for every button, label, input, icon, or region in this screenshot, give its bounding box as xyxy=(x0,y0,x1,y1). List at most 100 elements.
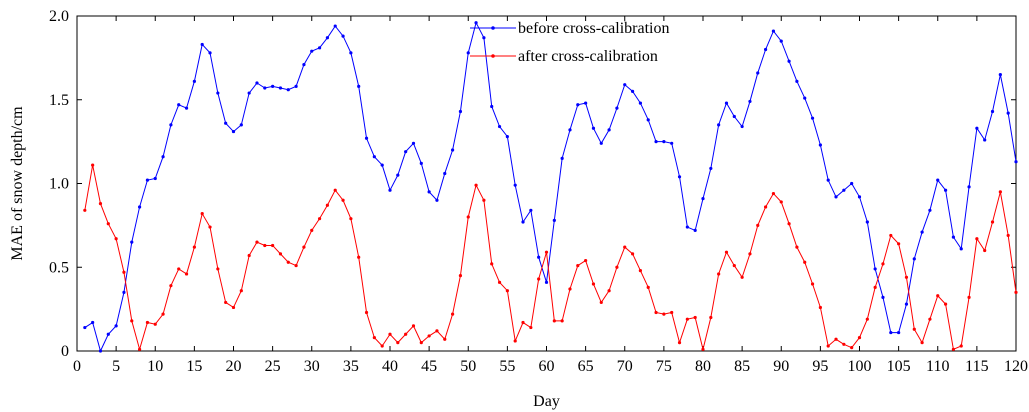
data-point xyxy=(818,143,822,147)
data-point xyxy=(184,106,189,110)
x-tick-label: 95 xyxy=(812,358,828,375)
data-point xyxy=(231,129,236,134)
y-tick-label: 0 xyxy=(61,343,69,360)
data-point xyxy=(310,49,314,53)
data-point xyxy=(411,324,416,328)
data-point xyxy=(122,270,126,274)
data-point xyxy=(904,275,909,279)
data-point xyxy=(709,166,713,171)
data-point xyxy=(936,294,940,298)
data-point xyxy=(458,109,463,114)
data-point xyxy=(552,218,556,222)
data-point xyxy=(122,290,126,294)
data-point xyxy=(873,267,877,271)
x-tick-label: 100 xyxy=(848,358,872,375)
legend-label: before cross-calibration xyxy=(518,20,669,37)
data-point xyxy=(106,332,110,336)
data-point xyxy=(912,257,916,261)
data-point xyxy=(591,282,596,286)
data-point xyxy=(294,84,298,88)
data-point xyxy=(372,336,376,340)
x-tick-label: 40 xyxy=(382,358,398,375)
data-point xyxy=(341,198,345,202)
data-point xyxy=(153,322,157,326)
data-point xyxy=(192,245,196,249)
legend-label: after cross-calibration xyxy=(518,48,658,65)
data-point xyxy=(271,84,275,88)
data-point xyxy=(200,42,204,47)
data-point xyxy=(912,327,916,331)
data-point xyxy=(435,329,439,333)
data-point xyxy=(474,183,478,187)
data-point xyxy=(881,295,885,299)
x-tick-label: 115 xyxy=(965,358,988,375)
data-point xyxy=(724,101,729,105)
x-tick-label: 5 xyxy=(112,358,120,375)
data-point xyxy=(850,181,854,186)
data-point xyxy=(325,36,329,40)
data-point xyxy=(114,324,118,328)
data-point xyxy=(333,24,337,28)
x-tick-label: 45 xyxy=(421,358,437,375)
data-point xyxy=(482,36,486,40)
data-point xyxy=(333,188,337,192)
data-point xyxy=(411,141,416,145)
data-point xyxy=(803,260,807,264)
x-tick-label: 25 xyxy=(265,358,281,375)
data-point xyxy=(208,51,212,55)
x-tick-label: 90 xyxy=(773,358,789,375)
data-point xyxy=(599,300,603,305)
data-point xyxy=(771,29,776,33)
data-point xyxy=(145,320,150,325)
x-tick-label: 120 xyxy=(1004,358,1028,375)
data-point xyxy=(959,344,963,348)
data-point xyxy=(372,155,376,159)
data-point xyxy=(161,155,165,159)
data-point xyxy=(451,312,455,316)
data-point xyxy=(443,171,447,176)
data-point xyxy=(607,289,611,293)
data-point xyxy=(568,287,572,291)
data-point xyxy=(670,141,674,145)
series-2 xyxy=(83,163,1018,352)
data-point xyxy=(317,46,322,50)
data-point xyxy=(998,73,1002,77)
data-point xyxy=(302,245,306,249)
data-point xyxy=(505,135,509,139)
data-point xyxy=(701,347,705,351)
data-point xyxy=(364,136,369,140)
data-point xyxy=(881,262,885,266)
data-point xyxy=(724,250,729,254)
data-point xyxy=(458,274,463,278)
data-point xyxy=(795,245,799,249)
data-point xyxy=(255,81,259,85)
data-point xyxy=(732,114,736,119)
data-point xyxy=(419,341,423,345)
data-point xyxy=(521,320,525,325)
data-point xyxy=(466,51,470,55)
data-point xyxy=(255,240,259,244)
data-point xyxy=(771,191,776,196)
data-point xyxy=(591,126,596,130)
data-point xyxy=(216,267,220,271)
data-point xyxy=(192,79,196,83)
data-point xyxy=(357,255,361,259)
data-point xyxy=(662,312,666,316)
data-point xyxy=(607,128,611,132)
data-point xyxy=(537,277,541,281)
data-point xyxy=(677,341,682,345)
data-point xyxy=(317,217,322,221)
data-point xyxy=(967,185,971,189)
data-point xyxy=(889,233,893,238)
data-point xyxy=(928,208,932,212)
data-point xyxy=(842,188,846,192)
data-point xyxy=(466,215,470,219)
data-point xyxy=(693,315,697,320)
data-point xyxy=(114,237,118,241)
data-point xyxy=(91,320,95,325)
data-point xyxy=(615,106,619,110)
data-point xyxy=(224,300,228,305)
data-point xyxy=(278,86,283,90)
x-tick-label: 70 xyxy=(617,358,633,375)
data-point xyxy=(795,79,799,83)
